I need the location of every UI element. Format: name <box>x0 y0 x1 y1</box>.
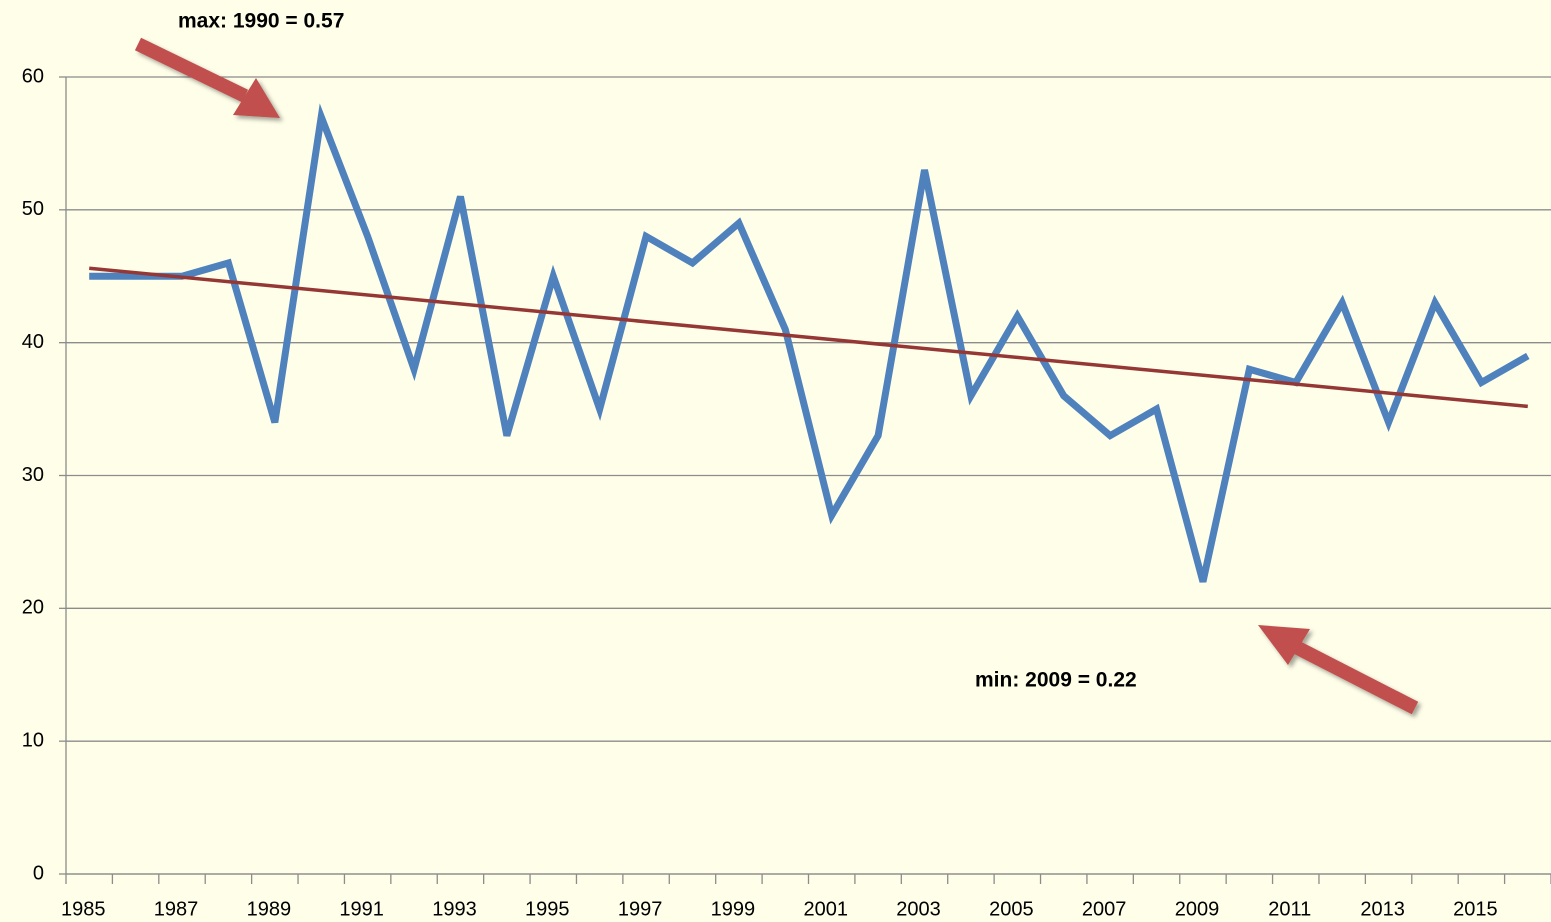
x-tick-label: 1989 <box>247 898 292 920</box>
arrow-head <box>233 78 280 118</box>
x-tick-label: 1999 <box>711 898 756 920</box>
y-tick-label: 10 <box>22 729 44 751</box>
x-tick-label: 2013 <box>1360 898 1405 920</box>
x-tick-label: 2011 <box>1268 898 1311 920</box>
x-tick-label: 2007 <box>1082 898 1127 920</box>
annotation: min: 2009 = 0.22 <box>975 669 1137 692</box>
arrow-shaft <box>1288 638 1419 715</box>
arrow-shaft <box>134 37 249 103</box>
x-tick-label: 2005 <box>989 898 1034 920</box>
x-tick-label: 2001 <box>803 898 848 920</box>
y-tick-label: 50 <box>22 198 44 220</box>
y-tick-label: 0 <box>33 862 44 884</box>
x-tick-label: 1987 <box>154 898 199 920</box>
x-tick-label: 1995 <box>525 898 570 920</box>
x-tick-label: 2009 <box>1175 898 1220 920</box>
x-tick-label: 2003 <box>896 898 941 920</box>
plot-area: 0 10 20 30 40 50 60 1985 1987 1989 1991 1993 1995 199… <box>22 65 1551 920</box>
data-line <box>89 103 1530 583</box>
arrow-max <box>134 37 280 118</box>
x-tick-label: 1997 <box>618 898 663 920</box>
y-tick-label: 40 <box>22 331 44 353</box>
arrow-min <box>1258 625 1419 715</box>
trend-line <box>89 266 1528 409</box>
y-tick-label: 30 <box>22 464 44 486</box>
x-tick-label: 2015 <box>1453 898 1498 920</box>
annotation: max: 1990 = 0.57 <box>178 10 344 33</box>
x-tick-label: 1991 <box>339 898 384 920</box>
x-tick-label: 1985 <box>61 898 106 920</box>
arrow-head <box>1258 625 1310 665</box>
x-tick-label: 1993 <box>432 898 477 920</box>
y-tick-label: 60 <box>22 65 44 87</box>
y-tick-label: 20 <box>22 597 44 619</box>
